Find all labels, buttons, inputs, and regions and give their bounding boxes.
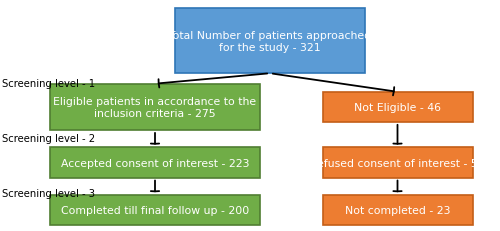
FancyBboxPatch shape (322, 148, 472, 178)
FancyBboxPatch shape (50, 84, 260, 131)
Text: Refused consent of interest - 52: Refused consent of interest - 52 (310, 158, 485, 168)
Text: Not Eligible - 46: Not Eligible - 46 (354, 102, 441, 112)
FancyBboxPatch shape (175, 9, 365, 74)
Text: Accepted consent of interest - 223: Accepted consent of interest - 223 (61, 158, 249, 168)
FancyBboxPatch shape (322, 92, 472, 122)
FancyBboxPatch shape (50, 195, 260, 225)
Text: Total Number of patients approached
for the study - 321: Total Number of patients approached for … (168, 30, 372, 53)
Text: Screening level - 2: Screening level - 2 (2, 134, 96, 144)
Text: Screening level - 3: Screening level - 3 (2, 188, 96, 198)
FancyBboxPatch shape (50, 148, 260, 178)
Text: Eligible patients in accordance to the
inclusion criteria - 275: Eligible patients in accordance to the i… (54, 96, 256, 119)
Text: Completed till final follow up - 200: Completed till final follow up - 200 (61, 205, 249, 215)
Text: Screening level - 1: Screening level - 1 (2, 78, 96, 88)
FancyBboxPatch shape (322, 195, 472, 225)
Text: Not completed - 23: Not completed - 23 (345, 205, 450, 215)
